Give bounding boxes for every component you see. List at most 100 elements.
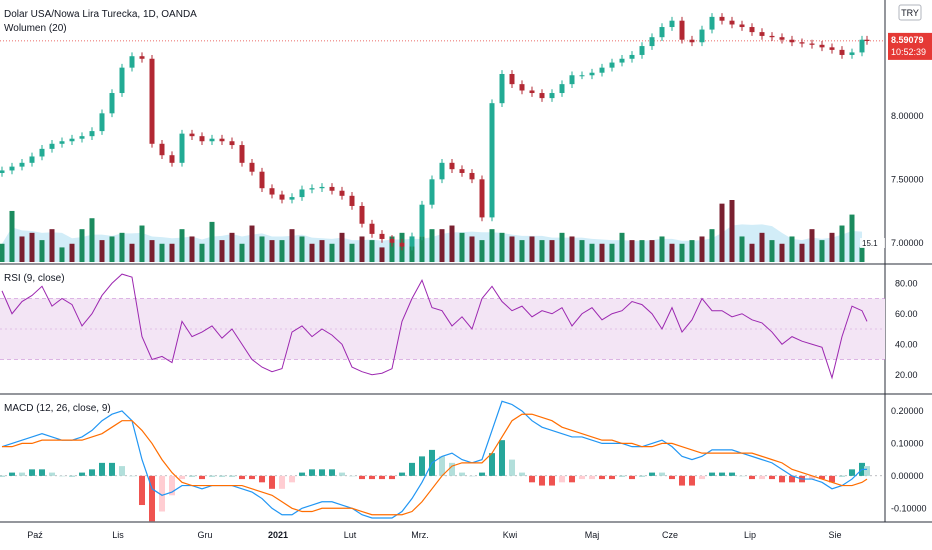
volume-bar (669, 243, 675, 262)
currency-badge[interactable] (898, 4, 922, 21)
volume-bar (589, 243, 595, 262)
macd-histogram-bar (629, 475, 635, 480)
volume-bar (419, 236, 425, 262)
volume-bars (0, 200, 865, 262)
macd-histogram-bar (279, 475, 285, 489)
volume-bar (619, 232, 625, 262)
macd-histogram-bar (609, 475, 615, 480)
macd-legend[interactable]: MACD (12, 26, close, 9) (4, 403, 111, 414)
macd-histogram-bar (69, 475, 75, 477)
macd-histogram-bar (729, 472, 735, 476)
time-tick-label: 2021 (268, 530, 288, 540)
volume-bar (849, 214, 855, 262)
candle-body (709, 16, 715, 30)
volume-bar (179, 229, 185, 262)
volume-bar (579, 240, 585, 262)
macd-histogram-bar (199, 475, 205, 480)
candle-body (829, 47, 835, 50)
volume-bar (659, 236, 665, 262)
volume-bar (409, 240, 415, 262)
volume-bar (359, 236, 365, 262)
volume-bar (809, 229, 815, 262)
candle-body (679, 20, 685, 40)
volume-bar (859, 247, 865, 262)
signal-series-line (2, 413, 868, 516)
candle-body (159, 143, 165, 156)
macd-histogram-bar (849, 469, 855, 476)
candle-body (639, 46, 645, 55)
volume-bar (89, 218, 95, 262)
candle-body (789, 39, 795, 43)
candle-body (29, 156, 35, 163)
candle-body (319, 186, 325, 189)
candle-body (529, 90, 535, 94)
volume-bar (269, 240, 275, 262)
candle-body (149, 58, 155, 144)
candle-body (719, 16, 725, 21)
macd-histogram-bar (39, 469, 45, 476)
price-axis-ticks: 8.00000 7.50000 7.00000 80.00 60.00 40.00 20.0… (891, 111, 927, 513)
volume-bar (279, 240, 285, 262)
candle-body (609, 62, 615, 68)
price-tag (888, 32, 932, 60)
candle-body (749, 27, 755, 33)
macd-histogram-bar (19, 472, 25, 476)
time-axis-ticks: Paź Lis Gru 2021 Lut Mrz. Kwi Maj Cze Lip Sie (27, 530, 841, 540)
volume-bar (469, 236, 475, 262)
candle-body (229, 141, 235, 146)
volume-bar (519, 240, 525, 262)
macd-histogram-bar (419, 456, 425, 476)
candle-body (359, 205, 365, 224)
candle-body (259, 171, 265, 189)
volume-bar (709, 229, 715, 262)
candle-body (839, 49, 845, 55)
time-tick-label: Sie (828, 530, 841, 540)
candle-body (399, 242, 405, 247)
volume-bar (9, 210, 15, 262)
currency-badge-label: TRY (901, 8, 919, 18)
macd-histogram-bar (0, 475, 5, 477)
macd-histogram-bar (864, 466, 870, 476)
macd-histogram-bar (349, 475, 355, 477)
candle-body (219, 138, 225, 142)
price-tag-countdown: 10:52:39 (891, 47, 926, 57)
macd-histogram-bar (649, 472, 655, 476)
candle-body (69, 138, 75, 142)
macd-histogram-bar (79, 472, 85, 476)
candle-body (119, 67, 125, 94)
candle-body (859, 39, 865, 53)
macd-histogram-bar (759, 475, 765, 480)
volume-bar (319, 240, 325, 262)
time-tick-label: Maj (585, 530, 600, 540)
candle-body (509, 73, 515, 85)
volume-bar (789, 236, 795, 262)
macd-histogram-bar (179, 475, 185, 480)
volume-bar (449, 225, 455, 262)
candle-body (489, 103, 495, 218)
volume-bar (459, 232, 465, 262)
volume-legend[interactable]: Wolumen (20) (4, 23, 67, 34)
volume-bar (559, 232, 565, 262)
macd-histogram-bar (619, 475, 625, 477)
volume-bar (389, 236, 395, 262)
volume-bar (289, 229, 295, 262)
time-tick-label: Lip (744, 530, 756, 540)
candle-body (499, 73, 505, 104)
candle-body (769, 35, 775, 38)
macd-histogram-bar (389, 475, 395, 480)
price-candles[interactable] (0, 13, 870, 251)
macd-histogram-bar (519, 472, 525, 476)
rsi-legend[interactable]: RSI (9, close) (4, 273, 65, 284)
candle-body (549, 93, 555, 99)
rsi-line (1, 273, 868, 380)
volume-bar (209, 221, 215, 262)
candle-body (739, 24, 745, 28)
rsi-tick-label: 40.00 (895, 339, 918, 349)
macd-histogram-bar (709, 472, 715, 476)
volume-bar (799, 243, 805, 262)
candle-body (309, 188, 315, 190)
symbol-title[interactable]: Dolar USA/Nowa Lira Turecka, 1D, OANDA (4, 9, 197, 20)
volume-bar (689, 240, 695, 262)
macd-histogram-bar (569, 475, 575, 483)
